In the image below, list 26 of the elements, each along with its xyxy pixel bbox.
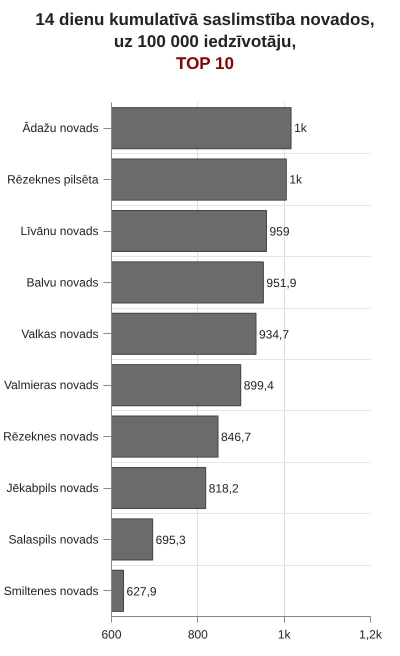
y-tick-label: Ādažu novads (22, 121, 99, 136)
data-label: 934,7 (258, 327, 290, 342)
chart-title: 14 dienu kumulatīvā saslimstība novados, uz 100 000 iedzīvotāju, (35, 9, 375, 54)
y-tick-label: Smiltenes novads (4, 584, 98, 598)
data-label: 959 (269, 224, 290, 238)
y-tick-label: Salaspils novads (8, 532, 99, 546)
data-label: 1k (289, 172, 303, 187)
x-tick-label: 1k (278, 628, 292, 642)
data-label: 818,2 (208, 482, 240, 496)
data-label: 899,4 (244, 378, 274, 393)
data-label: 1k (294, 121, 308, 136)
chart-subtitle: TOP 10 (175, 53, 235, 76)
y-tick-label: Jēkabpils novads (6, 481, 99, 495)
y-tick-label: Valmieras novads (4, 378, 99, 392)
x-tick-label: 1,2k (359, 628, 383, 642)
y-tick-label: Balvu novads (26, 275, 98, 290)
data-label: 951,9 (266, 276, 297, 290)
x-tick-label: 800 (188, 628, 208, 642)
y-tick-label: Rēzeknes pilsēta (7, 172, 99, 187)
y-tick-label: Rēzeknes novads (3, 430, 98, 444)
y-tick-label: Valkas novads (21, 326, 98, 341)
data-label: 695,3 (156, 532, 186, 547)
y-tick-label: Līvānu novads (20, 224, 99, 238)
data-label: 846,7 (220, 430, 252, 444)
x-tick-label: 600 (101, 628, 122, 642)
data-label: 627,9 (126, 584, 157, 598)
